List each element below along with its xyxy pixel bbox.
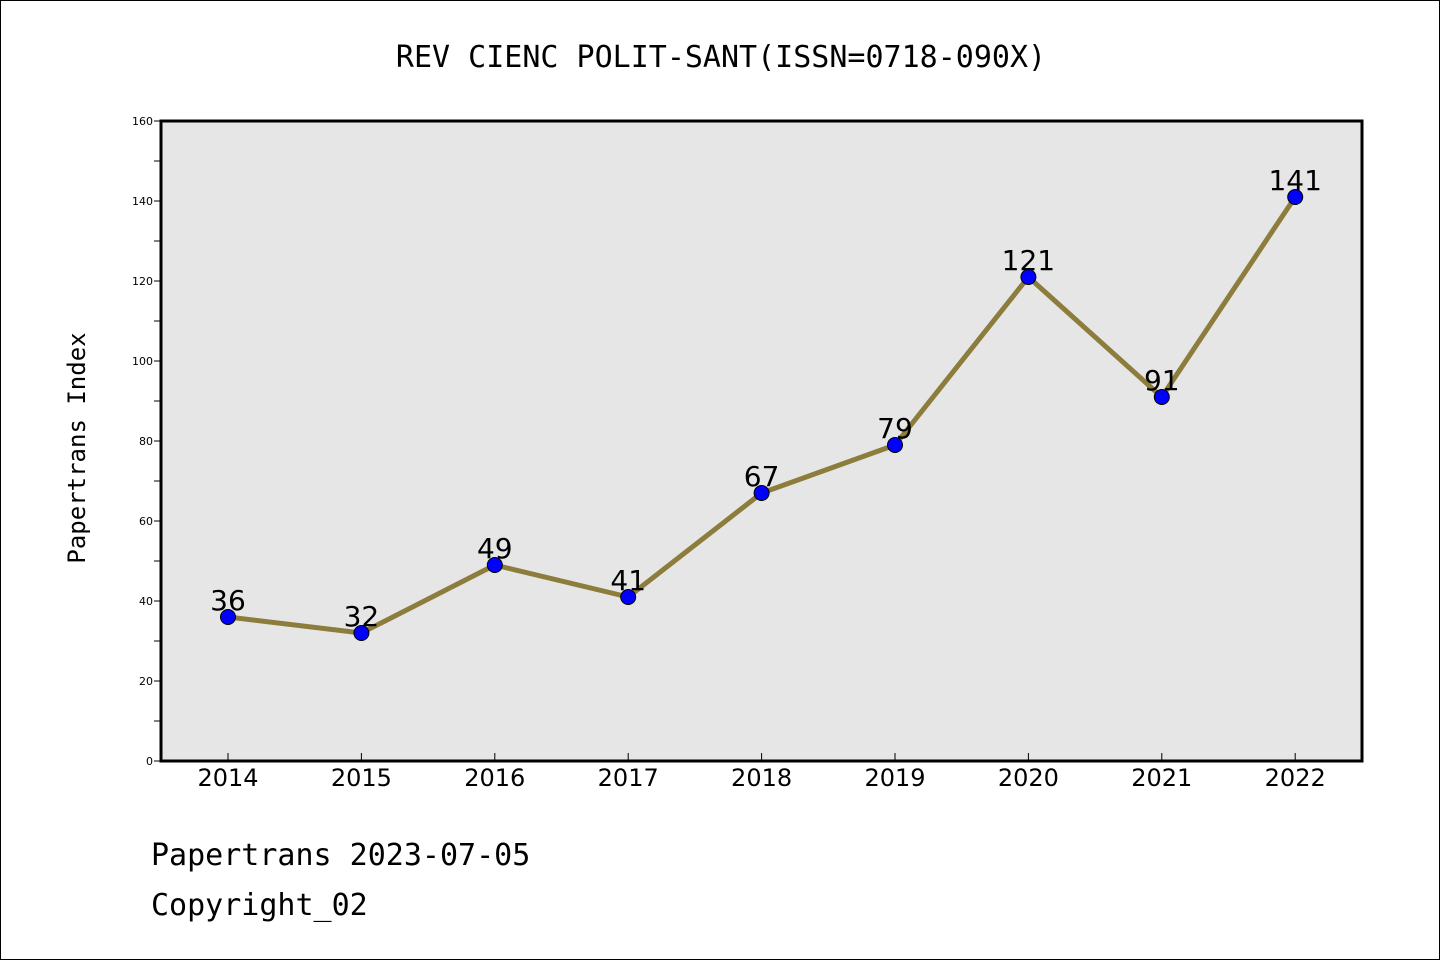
x-tick-label: 2019 — [864, 764, 925, 792]
footer-date: Papertrans 2023-07-05 — [151, 838, 530, 873]
data-point — [353, 625, 370, 641]
x-tick-label: 2021 — [1131, 764, 1192, 792]
data-label: 141 — [1268, 164, 1321, 197]
data-label: 41 — [610, 564, 646, 597]
data-label: 79 — [877, 412, 913, 445]
x-tick-label: 2017 — [598, 764, 659, 792]
data-point — [486, 557, 503, 573]
data-label: 67 — [744, 460, 780, 493]
x-tick-label: 2018 — [731, 764, 792, 792]
data-point — [1287, 189, 1304, 205]
x-tick-label: 2016 — [464, 764, 525, 792]
y-axis: 0 20 40 60 80 100 120 140 160 — [132, 115, 161, 768]
data-label: 49 — [477, 532, 513, 565]
data-label: 91 — [1144, 364, 1180, 397]
data-point — [887, 437, 903, 453]
chart-title: REV CIENC POLIT-SANT(ISSN=0718-090X) — [396, 40, 1046, 75]
y-tick-label: 40 — [139, 595, 153, 608]
x-tick-label: 2014 — [197, 764, 258, 792]
y-axis-label: Papertrans Index — [63, 332, 91, 563]
series-points-group — [220, 189, 1304, 641]
data-point — [220, 609, 236, 625]
x-tick-label: 2020 — [998, 764, 1059, 792]
y-tick-label: 80 — [139, 435, 153, 448]
data-labels-group: 36 32 49 41 67 79 121 91 141 — [210, 164, 1322, 633]
data-point — [753, 485, 770, 501]
y-tick-label: 60 — [139, 515, 153, 528]
data-label: 121 — [1002, 244, 1055, 277]
data-label: 36 — [210, 584, 246, 617]
y-tick-label: 160 — [132, 115, 153, 128]
data-point — [1153, 389, 1170, 405]
y-tick-label: 100 — [132, 355, 153, 368]
y-tick-label: 120 — [132, 275, 153, 288]
x-tick-label: 2022 — [1265, 764, 1326, 792]
x-tick-label: 2015 — [331, 764, 392, 792]
y-tick-label: 140 — [132, 195, 153, 208]
y-tick-label: 0 — [146, 755, 153, 768]
plot-area — [159, 119, 1364, 763]
data-label: 32 — [344, 600, 380, 633]
x-axis: 2014 2015 2016 2017 2018 2019 2020 2021 2022 — [197, 753, 1326, 792]
y-tick-label: 20 — [139, 675, 153, 688]
data-point — [1020, 269, 1037, 285]
footer-copyright: Copyright_02 — [151, 888, 368, 923]
data-point — [620, 589, 637, 605]
